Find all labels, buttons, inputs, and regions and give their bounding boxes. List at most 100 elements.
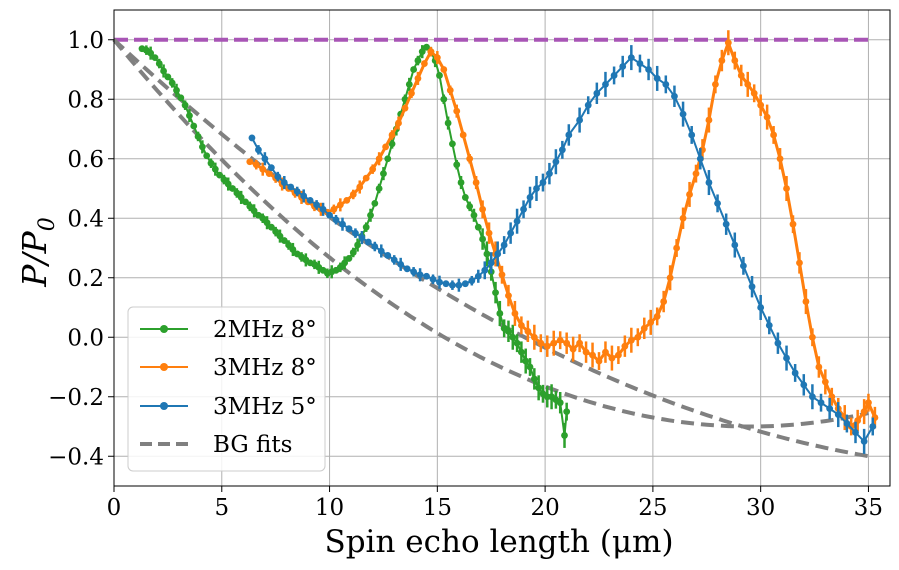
data-point xyxy=(543,342,551,350)
legend-entry-3mhz-8deg: 3MHz 8° xyxy=(140,355,317,381)
data-point xyxy=(774,339,782,347)
data-point xyxy=(483,250,491,258)
data-point xyxy=(479,235,486,243)
data-point xyxy=(750,89,758,97)
data-point xyxy=(692,170,700,178)
data-point xyxy=(371,243,379,250)
data-point xyxy=(800,381,808,389)
x-tick-label: 20 xyxy=(530,495,559,521)
data-point xyxy=(446,86,454,94)
data-point xyxy=(492,289,499,297)
data-point xyxy=(686,191,693,198)
y-tick-label: −0.4 xyxy=(48,444,104,470)
data-point xyxy=(466,202,474,210)
data-point xyxy=(250,207,258,215)
data-point xyxy=(696,155,704,163)
data-point xyxy=(429,275,437,283)
data-point xyxy=(397,260,405,268)
data-point xyxy=(621,342,629,350)
data-point xyxy=(552,158,560,166)
data-point xyxy=(377,247,385,255)
series-line xyxy=(141,46,568,437)
y-tick-label: 0.6 xyxy=(67,147,104,173)
data-point xyxy=(520,205,527,213)
data-point xyxy=(763,113,771,121)
data-point xyxy=(190,122,198,130)
data-point xyxy=(449,281,456,289)
data-point xyxy=(513,339,521,347)
legend-entry-2mhz-8deg: 2MHz 8° xyxy=(140,317,317,343)
data-point xyxy=(712,80,719,88)
legend-label: 3MHz 8° xyxy=(213,355,317,381)
data-point xyxy=(220,176,228,183)
data-point xyxy=(558,146,566,154)
data-point xyxy=(673,244,680,252)
data-point xyxy=(556,336,564,344)
data-point xyxy=(147,49,155,57)
y-axis-title: P/P0 xyxy=(15,217,60,288)
y-tick-label: 0.8 xyxy=(67,87,104,113)
data-point xyxy=(731,57,739,64)
legend-entry-3mhz-5deg: 3MHz 5° xyxy=(140,394,317,420)
data-point xyxy=(740,262,747,270)
data-point xyxy=(679,214,687,222)
y-tick-label: 1.0 xyxy=(67,28,104,54)
data-point xyxy=(246,202,254,210)
y-tick-label: −0.2 xyxy=(48,385,104,411)
data-point xyxy=(770,131,777,139)
bg-fit-curve xyxy=(112,38,869,459)
data-point xyxy=(362,174,370,182)
data-point xyxy=(267,164,275,172)
data-point xyxy=(410,268,418,276)
data-point xyxy=(248,134,256,142)
data-point xyxy=(343,197,351,204)
legend-swatch-marker xyxy=(160,402,168,410)
data-point xyxy=(330,205,338,213)
data-point xyxy=(414,57,422,64)
data-point xyxy=(237,194,245,201)
data-point xyxy=(705,116,713,124)
data-point xyxy=(556,399,564,407)
data-point xyxy=(375,185,383,192)
data-point xyxy=(453,107,461,115)
data-point xyxy=(384,155,392,163)
data-point xyxy=(287,183,295,191)
data-point xyxy=(496,310,504,317)
data-point xyxy=(561,432,568,439)
data-point xyxy=(345,225,353,233)
data-point xyxy=(414,75,422,82)
data-point xyxy=(151,54,159,61)
data-point xyxy=(224,180,232,188)
data-point xyxy=(705,179,713,186)
data-point xyxy=(526,363,534,371)
data-point xyxy=(809,333,816,341)
data-point xyxy=(289,246,297,253)
data-point xyxy=(737,72,745,79)
data-point xyxy=(470,211,478,219)
data-point xyxy=(364,238,372,246)
data-point xyxy=(662,80,670,88)
data-point xyxy=(341,259,349,267)
data-point xyxy=(274,173,282,181)
data-point xyxy=(207,159,215,167)
data-point xyxy=(518,321,525,329)
data-point xyxy=(522,357,530,365)
data-point xyxy=(647,318,655,326)
data-point xyxy=(272,228,280,236)
data-point xyxy=(401,104,409,112)
data-point xyxy=(494,250,502,258)
data-point xyxy=(608,354,616,362)
data-point xyxy=(336,263,344,271)
data-point xyxy=(461,280,469,288)
data-point xyxy=(349,249,357,256)
data-point xyxy=(789,220,797,228)
data-point xyxy=(177,94,185,102)
data-point xyxy=(576,339,583,347)
data-point xyxy=(388,140,396,148)
data-point xyxy=(375,155,383,163)
data-point xyxy=(395,119,402,127)
data-point xyxy=(367,211,374,219)
data-point xyxy=(487,259,495,267)
data-point xyxy=(319,205,327,213)
data-point xyxy=(619,63,627,70)
